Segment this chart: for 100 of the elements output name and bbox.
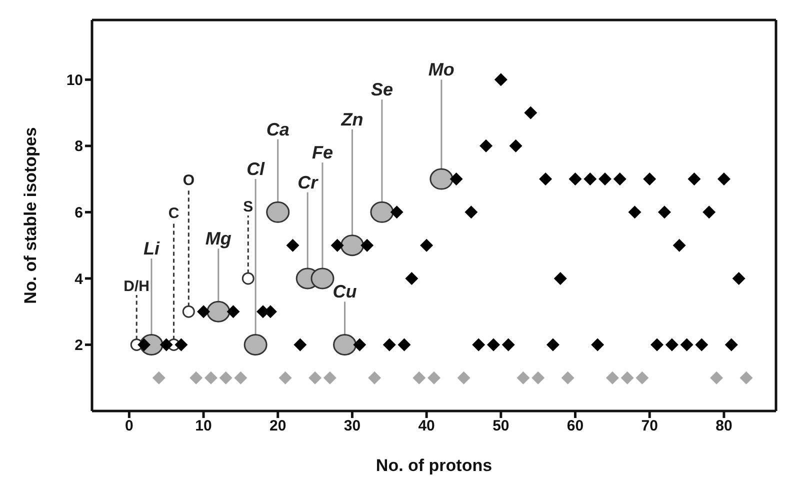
point [665, 338, 678, 352]
point [486, 338, 500, 352]
point [204, 371, 218, 384]
point [370, 201, 394, 223]
point [323, 371, 336, 384]
point [234, 371, 248, 384]
point [546, 338, 560, 352]
point [242, 272, 254, 285]
point [598, 172, 612, 186]
point [539, 172, 552, 186]
point [190, 371, 203, 384]
point [450, 172, 463, 186]
y-tick-label: 8 [74, 138, 83, 156]
point [502, 338, 515, 352]
point [138, 338, 151, 352]
point [643, 172, 656, 186]
point [360, 238, 374, 252]
point [516, 371, 530, 384]
point [717, 172, 730, 186]
point [457, 371, 470, 384]
x-tick-label: 0 [125, 418, 134, 435]
point [702, 206, 716, 219]
annotation: Mg [205, 228, 232, 249]
point [613, 172, 626, 186]
point [353, 338, 366, 352]
y-tick-label: 10 [66, 72, 83, 89]
point [286, 238, 300, 252]
point [428, 371, 440, 384]
x-tick-label: 10 [195, 418, 212, 435]
annotation: Cl [246, 159, 266, 180]
point [420, 238, 434, 252]
point [294, 338, 307, 352]
point [740, 371, 753, 384]
point [244, 334, 268, 356]
x-tick-label: 80 [716, 418, 732, 435]
x-tick-label: 60 [566, 418, 584, 435]
point [591, 338, 604, 352]
point [480, 139, 493, 152]
point [430, 168, 454, 190]
y-axis-title: No. of stable isotopes [21, 127, 40, 304]
point [554, 272, 567, 285]
point [330, 238, 344, 252]
annotation: Fe [312, 142, 333, 162]
x-axis-title: No. of protons [376, 456, 492, 475]
point [405, 272, 418, 285]
x-tick-label: 20 [270, 418, 286, 435]
point [310, 268, 334, 290]
point [160, 338, 173, 352]
point [680, 338, 694, 352]
annotation: Cu [332, 282, 357, 302]
point [606, 371, 619, 384]
point [710, 371, 724, 384]
x-tick-label: 70 [641, 418, 658, 435]
point [340, 234, 364, 256]
point [561, 371, 574, 384]
annotation: C [168, 205, 180, 222]
point [464, 206, 478, 219]
point [636, 371, 649, 384]
point [174, 338, 188, 352]
point [695, 338, 708, 352]
point [532, 371, 545, 384]
annotation: Se [370, 80, 393, 100]
annotation: D/H [124, 278, 150, 296]
point [494, 73, 508, 86]
x-tick-label: 50 [492, 418, 510, 435]
annotation: O [182, 172, 195, 189]
point [398, 338, 411, 352]
point [620, 371, 634, 384]
point [568, 172, 582, 186]
point [412, 371, 426, 384]
point [197, 305, 210, 318]
point [219, 371, 232, 384]
annotation: Li [143, 238, 160, 259]
point [509, 139, 522, 152]
point [472, 338, 486, 352]
point [688, 172, 701, 186]
point [333, 334, 357, 356]
x-tick-label: 40 [418, 418, 435, 435]
point [672, 238, 686, 252]
point [226, 305, 240, 318]
x-tick-label: 30 [344, 418, 361, 435]
y-tick-label: 4 [74, 270, 84, 288]
y-tick-label: 6 [74, 204, 83, 222]
point [658, 206, 671, 219]
point [278, 371, 292, 384]
point [308, 371, 322, 384]
point [368, 371, 382, 384]
point [182, 305, 195, 318]
point [266, 201, 290, 223]
point [724, 338, 738, 352]
point [650, 338, 664, 352]
annotation: Mo [428, 60, 454, 80]
point [206, 300, 230, 322]
annotation: Cr [298, 172, 319, 192]
annotation: S [243, 198, 254, 216]
point [390, 206, 404, 219]
y-tick-label: 2 [74, 337, 83, 354]
point [382, 338, 396, 352]
point [628, 206, 642, 219]
point [732, 272, 746, 285]
